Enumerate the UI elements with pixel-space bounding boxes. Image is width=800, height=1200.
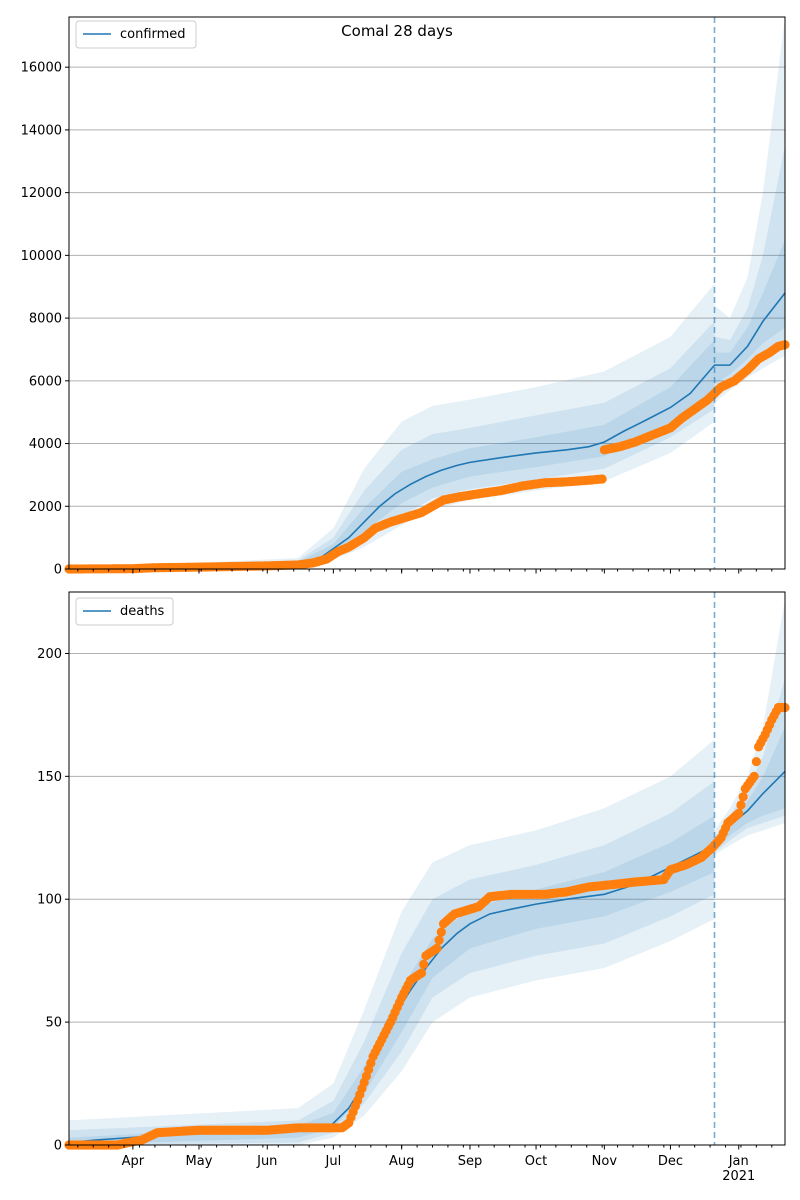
observed-point (751, 756, 761, 767)
y-tick-label: 100 (37, 893, 62, 908)
y-tick-label: 200 (37, 647, 62, 662)
x-tick-label: Jun (256, 1154, 277, 1169)
x-tick-label: Aug (389, 1154, 414, 1169)
uncertainty-band (69, 283, 715, 569)
uncertainty-band (69, 781, 715, 1145)
confirmed-y-axis: 0 2000 4000 6000 8000 10000 12000 14000 16000 (21, 61, 69, 578)
y-tick-label: 50 (45, 1016, 62, 1031)
observed-point (597, 474, 607, 484)
y-tick-label: 4000 (29, 437, 62, 452)
confirmed-gridlines (69, 66, 785, 507)
legend-box (75, 20, 197, 49)
legend-box (75, 597, 174, 626)
x-tick-label: 2021 (722, 1169, 755, 1184)
deaths-panel: 0 50 100 150 200 Apr May Jun Jul Aug Sep Oct Nov Dec… (37, 591, 790, 1184)
observed-point (432, 943, 442, 953)
deaths-gridlines (69, 652, 785, 1023)
y-tick-label: 0 (54, 563, 62, 578)
observed-point (436, 927, 446, 937)
y-tick-label: 14000 (21, 123, 62, 138)
observed-point (734, 808, 744, 818)
legend-label-confirmed: confirmed (120, 27, 186, 42)
y-tick-label: 12000 (21, 186, 62, 201)
uncertainty-band (714, 678, 785, 853)
chart-title: Comal 28 days (341, 22, 453, 40)
y-tick-label: 16000 (21, 61, 62, 76)
confirmed-panel: 0 2000 4000 6000 8000 10000 12000 14000 16000 co… (21, 16, 790, 578)
x-tick-label: Jul (325, 1154, 342, 1169)
observed-point (738, 792, 748, 802)
observed-point (434, 935, 444, 945)
observed-point (416, 968, 427, 978)
x-tick-label: Dec (658, 1154, 683, 1169)
confirmed-uncertainty-bands (69, 17, 785, 569)
uncertainty-band (69, 739, 715, 1145)
uncertainty-band (714, 17, 785, 403)
deaths-plot-frame (68, 591, 786, 1146)
x-tick-label: May (186, 1154, 213, 1169)
deaths-y-axis: 0 50 100 150 200 (37, 647, 69, 1154)
x-tick-label: Jan (728, 1154, 749, 1169)
uncertainty-band (69, 340, 715, 569)
confirmed-legend: confirmed (75, 20, 197, 49)
y-tick-label: 10000 (21, 249, 62, 264)
confirmed-x-axis (77, 569, 773, 574)
y-tick-label: 0 (54, 1139, 62, 1154)
uncertainty-band (714, 599, 785, 855)
legend-label-deaths: deaths (120, 604, 165, 619)
x-tick-label: Oct (525, 1154, 547, 1169)
y-tick-label: 8000 (29, 312, 62, 327)
uncertainty-band (69, 815, 715, 1145)
uncertainty-band (714, 145, 785, 394)
x-tick-label: Sep (458, 1154, 483, 1169)
y-tick-label: 2000 (29, 500, 62, 515)
x-tick-label: Nov (592, 1154, 618, 1169)
observed-point (419, 959, 429, 969)
y-tick-label: 150 (37, 770, 62, 785)
observed-point (749, 771, 759, 781)
x-tick-label: Apr (122, 1154, 145, 1169)
deaths-legend: deaths (75, 597, 174, 626)
observed-point (736, 800, 746, 810)
y-tick-label: 6000 (29, 374, 62, 389)
confirmed-plot-frame (68, 16, 786, 570)
